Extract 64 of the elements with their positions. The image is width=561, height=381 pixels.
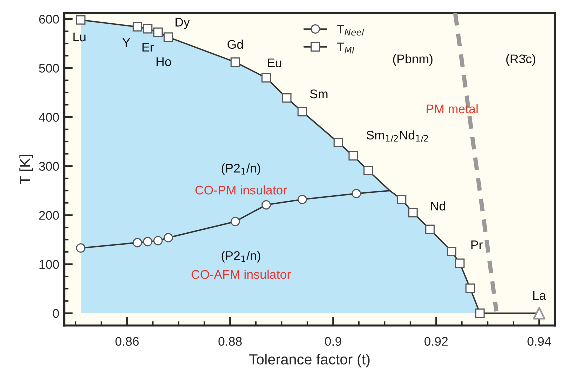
point — [262, 73, 272, 83]
annotation: (Pbnm) — [393, 54, 433, 66]
point — [132, 238, 142, 248]
x-tick-label: 0.94 — [528, 337, 552, 346]
x-tick-label: 0.86 — [116, 337, 139, 346]
annotation: Eu — [268, 58, 282, 68]
annotation: La — [533, 291, 546, 300]
annotation: Sm$_{1/2}$Nd$_{1/2}$ — [366, 130, 428, 143]
y-tick-label: 500 — [39, 64, 60, 73]
annotation: Er — [142, 43, 154, 52]
point — [397, 194, 407, 204]
y-tick-label: 400 — [39, 113, 60, 122]
x-tick-label: 0.92 — [424, 337, 448, 346]
legend-label: T$_{Neel}$ — [337, 25, 364, 36]
point — [298, 194, 308, 204]
y-tick-label: 200 — [39, 211, 60, 220]
point — [348, 151, 358, 161]
y-tick-label: 300 — [39, 162, 60, 172]
annotation: Sm — [310, 90, 328, 99]
point — [426, 224, 435, 234]
x-tick-label: 0.88 — [218, 337, 242, 346]
annotation: CO-PM insulator — [196, 186, 288, 195]
point — [466, 284, 476, 294]
point — [154, 28, 163, 38]
annotation: Y — [122, 38, 130, 47]
y-tick-label: 600 — [39, 15, 60, 24]
y-axis-title: T [K] — [20, 155, 34, 184]
annotation: (P2$_{1}$/n) — [222, 251, 260, 263]
annotation: Nd — [431, 202, 446, 211]
point — [282, 93, 292, 103]
x-tick-label: 0.9 — [325, 337, 342, 346]
point — [262, 200, 272, 210]
point — [447, 246, 457, 256]
point — [533, 307, 546, 320]
point — [154, 236, 163, 246]
annotation: Dy — [176, 18, 190, 30]
point — [455, 258, 465, 268]
annotation: (R3̄c) — [506, 54, 536, 66]
point — [76, 244, 86, 253]
annotation: CO-AFM insulator — [192, 270, 292, 280]
y-tick-label: 100 — [40, 260, 60, 270]
point — [76, 15, 86, 25]
point — [164, 233, 174, 243]
point — [364, 166, 374, 176]
annotation: Pr — [472, 240, 483, 250]
x-axis-title: Tolerance factor (t) — [250, 354, 370, 368]
point — [475, 308, 485, 318]
point — [298, 107, 308, 117]
point — [132, 22, 142, 32]
annotation: Lu — [74, 32, 86, 42]
point — [164, 32, 174, 42]
annotation: Ho — [156, 58, 172, 66]
y-tick-label: 0 — [53, 309, 60, 318]
point — [334, 138, 344, 148]
point — [230, 217, 240, 226]
annotation: (P2$_{1}$/n) — [222, 164, 260, 176]
point — [408, 208, 418, 218]
point — [143, 237, 153, 247]
point — [352, 189, 362, 199]
point — [143, 24, 153, 34]
annotation: Gd — [228, 40, 244, 50]
legend-label: T$_{MI}$ — [337, 42, 354, 54]
point — [230, 58, 240, 68]
annotation: PM metal — [426, 104, 478, 114]
